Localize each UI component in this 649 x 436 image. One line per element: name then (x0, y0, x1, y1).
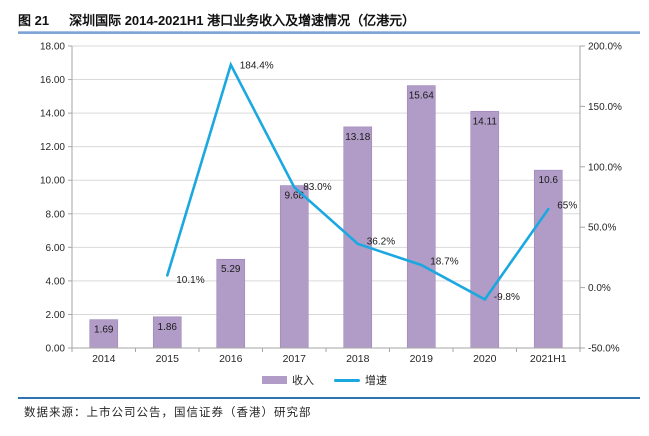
revenue-bar[interactable] (89, 319, 119, 349)
left-axis-label: 16.00 (40, 75, 65, 86)
x-axis-label: 2014 (92, 353, 116, 365)
line-value-label: 65% (557, 201, 577, 212)
line-value-label: 10.1% (176, 275, 204, 286)
revenue-bar[interactable] (279, 185, 309, 349)
legend-item-revenue[interactable]: 收入 (262, 372, 314, 388)
left-axis-label: 8.00 (46, 209, 66, 220)
bar-value-label: 13.18 (345, 132, 370, 143)
revenue-bar[interactable] (343, 126, 373, 349)
left-axis-label: 12.00 (40, 142, 65, 153)
x-axis-label: 2017 (283, 353, 307, 365)
bar-value-label: 14.11 (473, 116, 498, 127)
growth-line-swatch (334, 378, 360, 382)
figure-tag: 图 21 (18, 13, 50, 28)
left-axis-label: 0.00 (46, 344, 66, 355)
data-source-note: 数据来源：上市公司公告，国信证券（香港）研究部 (24, 407, 312, 419)
figure-title: 深圳国际 2014-2021H1 港口业务收入及增速情况（亿港元） (69, 13, 416, 28)
bar-value-label: 10.6 (539, 175, 559, 186)
left-axis-label: 2.00 (46, 310, 66, 321)
x-axis-label: 2016 (219, 353, 243, 365)
right-axis-label: 200.0% (588, 42, 622, 53)
right-axis-label: 150.0% (588, 102, 622, 113)
line-value-label: -9.8% (494, 292, 520, 303)
legend-label-revenue: 收入 (292, 375, 314, 387)
left-axis-label: 10.00 (40, 176, 65, 187)
left-axis-label: 6.00 (46, 243, 66, 254)
footer-divider (18, 397, 640, 399)
x-axis-label: 2018 (346, 353, 370, 365)
line-value-label: 18.7% (430, 257, 458, 268)
title-divider (18, 31, 640, 34)
right-axis-label: 100.0% (588, 162, 622, 173)
line-value-label: 184.4% (240, 60, 274, 71)
x-axis-label: 2021H1 (530, 353, 567, 365)
bar-value-label: 9.68 (285, 191, 305, 202)
revenue-bar[interactable] (152, 316, 182, 349)
revenue-bar-swatch (262, 376, 287, 384)
revenue-bar[interactable] (533, 169, 563, 349)
x-axis-label: 2019 (410, 353, 434, 365)
right-axis-label: -50.0% (588, 344, 620, 355)
chart-legend: 收入 增速 (0, 372, 649, 388)
figure-title-row: 图 21 深圳国际 2014-2021H1 港口业务收入及增速情况（亿港元） (18, 10, 640, 29)
chart-canvas: 0.00 2.00 4.00 6.00 8.00 10.00 12.00 14.00 16.00… (0, 40, 649, 372)
right-axis-label: 0.0% (588, 283, 611, 294)
bar-value-label: 1.86 (158, 322, 178, 333)
growth-line[interactable] (166, 61, 550, 302)
x-axis-label: 2015 (156, 353, 180, 365)
revenue-bar[interactable] (470, 110, 500, 349)
bar-value-label: 1.69 (94, 325, 114, 336)
line-value-label: 83.0% (303, 182, 331, 193)
combo-chart: 0.00 2.00 4.00 6.00 8.00 10.00 12.00 14.00 16.00… (40, 42, 622, 366)
revenue-bar[interactable] (406, 85, 436, 349)
left-axis-label: 18.00 (40, 42, 65, 53)
bar-value-label: 5.29 (221, 264, 241, 275)
right-axis-label: 50.0% (588, 223, 616, 234)
left-axis-label: 4.00 (46, 276, 66, 287)
bar-value-label: 15.64 (409, 91, 434, 102)
left-axis-label: 14.00 (40, 109, 65, 120)
x-axis-label: 2020 (473, 353, 497, 365)
legend-item-growth[interactable]: 增速 (334, 372, 387, 388)
line-value-label: 36.2% (367, 236, 395, 247)
legend-label-growth: 增速 (365, 375, 387, 387)
